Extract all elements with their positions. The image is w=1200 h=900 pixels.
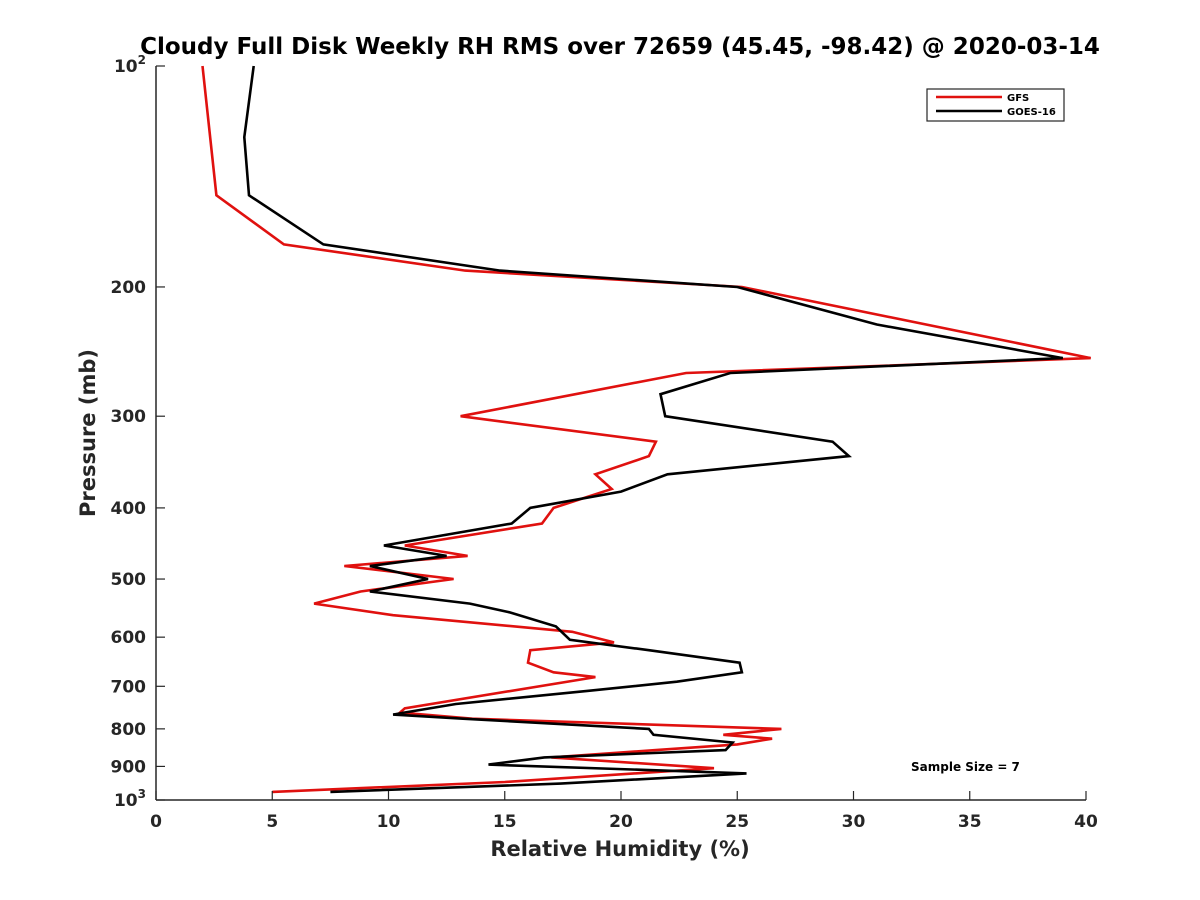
y-tick-label: 500: [111, 570, 147, 590]
x-tick-label: 20: [609, 812, 633, 832]
y-tick-label: 400: [111, 499, 147, 519]
y-tick-label: 600: [111, 628, 147, 648]
x-tick-label: 0: [150, 812, 162, 832]
legend: GFS GOES-16: [926, 88, 1065, 122]
y-tick-label-exponent: 3: [138, 787, 146, 801]
legend-label-goes16: GOES-16: [1007, 107, 1056, 118]
x-axis-ticks: 0 5 10 15 20 25 30 35 40: [150, 791, 1098, 832]
y-tick-label-base: 10: [114, 791, 138, 811]
x-tick-label: 25: [725, 812, 749, 832]
x-tick-label: 30: [842, 812, 866, 832]
sample-size-annotation: Sample Size = 7: [911, 760, 1020, 774]
y-tick-label: 300: [111, 407, 147, 427]
x-tick-label: 15: [493, 812, 517, 832]
x-tick-label: 10: [377, 812, 401, 832]
x-axis-label: Relative Humidity (%): [490, 837, 749, 861]
plot-area: 0 5 10 15 20 25 30 35 40 10220030040050060070080…: [111, 53, 1098, 832]
legend-box: [926, 88, 1065, 122]
y-axis-label: Pressure (mb): [76, 349, 100, 517]
y-tick-label: 102: [114, 53, 146, 77]
y-tick-label-base: 10: [114, 57, 138, 77]
series-line-gfs: [201, 65, 1091, 794]
y-tick-label-exponent: 2: [138, 53, 146, 67]
y-tick-label: 800: [111, 720, 147, 740]
series-layer: [201, 65, 1091, 794]
y-tick-label: 200: [111, 278, 147, 298]
x-tick-label: 5: [266, 812, 278, 832]
y-tick-label: 900: [111, 757, 147, 777]
y-tick-label: 103: [114, 787, 146, 811]
x-tick-label: 35: [958, 812, 982, 832]
legend-label-gfs: GFS: [1007, 93, 1029, 104]
series-line-goes16: [242, 65, 1064, 794]
chart-title: Cloudy Full Disk Weekly RH RMS over 7265…: [140, 34, 1100, 60]
y-tick-label: 700: [111, 677, 147, 697]
x-tick-label: 40: [1074, 812, 1098, 832]
